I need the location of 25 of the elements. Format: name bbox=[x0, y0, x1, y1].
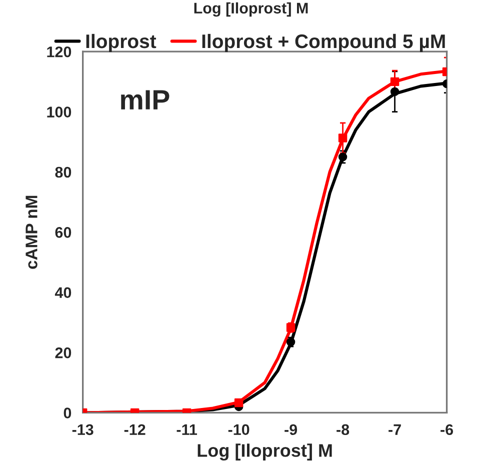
point bbox=[390, 77, 400, 86]
x-tick-label: -6 bbox=[440, 424, 454, 436]
y-tick-label: 0 bbox=[64, 408, 72, 418]
point bbox=[390, 87, 400, 96]
point bbox=[338, 134, 348, 142]
point bbox=[234, 398, 244, 408]
y-tick-label: 120 bbox=[47, 46, 72, 58]
y-tick-label: 80 bbox=[55, 166, 72, 178]
x-axis-title: Log [Iloprost] M bbox=[198, 444, 332, 461]
x-tick-label: -13 bbox=[72, 424, 94, 436]
text: Log [Iloprost] M bbox=[194, 2, 308, 17]
x-tick-label: -12 bbox=[124, 424, 146, 435]
y-axis-title: cAMP nM bbox=[26, 196, 38, 269]
legend-label: Iloprost bbox=[86, 34, 156, 52]
legend-label: Iloprost + Compound 5 µM bbox=[202, 34, 445, 52]
y-tick-label: 100 bbox=[47, 106, 72, 118]
annotation: mIP bbox=[121, 90, 170, 110]
y-tick-label: 20 bbox=[55, 347, 72, 358]
x-tick-label: -8 bbox=[336, 424, 350, 436]
y-tick-label: 60 bbox=[55, 227, 72, 238]
x-tick-label: -9 bbox=[284, 424, 298, 436]
x-tick-label: -11 bbox=[176, 424, 198, 435]
x-tick-label: -10 bbox=[228, 424, 250, 436]
x-tick-label: -7 bbox=[388, 424, 401, 435]
y-tick-label: 40 bbox=[54, 287, 72, 298]
